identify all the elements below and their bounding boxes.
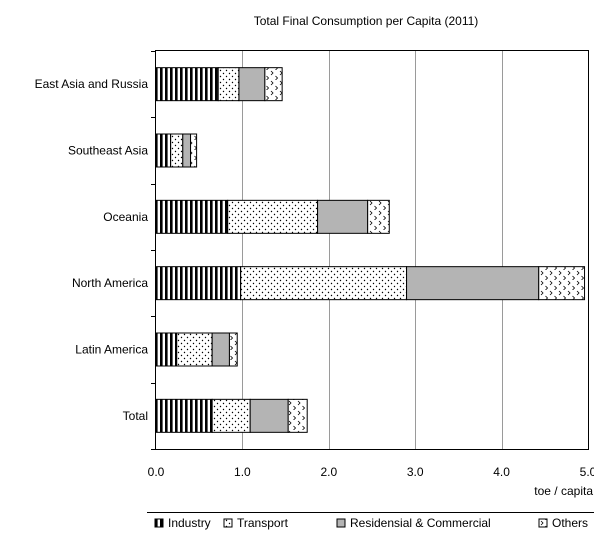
- bar-segment-residensial-commercial: [406, 266, 540, 301]
- y-tick-label: Total: [123, 409, 148, 423]
- bar-segment-industry: [155, 398, 213, 433]
- y-tick-label: Latin America: [75, 343, 148, 357]
- bar-segment-others: [228, 332, 238, 367]
- bar-segment-residensial-commercial: [238, 67, 266, 102]
- y-tick-label: East Asia and Russia: [35, 77, 149, 91]
- y-axis-labels: East Asia and Russia Southeast Asia Oceani…: [35, 77, 149, 423]
- bar-segment-transport: [240, 266, 408, 301]
- legend-label: Others: [552, 516, 588, 530]
- bar-segment-others: [264, 67, 283, 102]
- bar-segment-transport: [211, 398, 251, 433]
- legend-label: Industry: [168, 516, 211, 530]
- bar-segment-transport: [217, 67, 240, 102]
- bar-segment-residensial-commercial: [249, 398, 289, 433]
- bar-segment-industry: [155, 133, 172, 168]
- bar-segment-others: [538, 266, 586, 301]
- bar-segment-industry: [155, 266, 242, 301]
- legend: Industry Transport Residensial & Commercia…: [147, 512, 594, 530]
- plot-frame: [155, 50, 589, 450]
- x-tick-label: 5.0: [580, 465, 594, 479]
- bar-segment-industry: [155, 332, 178, 367]
- y-tick-label: Oceania: [103, 210, 148, 224]
- bars: [155, 67, 586, 433]
- x-tick-label: 4.0: [493, 465, 510, 479]
- x-axis-labels: 0.0 1.0 2.0 3.0 4.0 5.0: [148, 465, 594, 479]
- bar-segment-industry: [155, 67, 219, 102]
- legend-swatch: [154, 518, 164, 528]
- chart-title: Total Final Consumption per Capita (2011…: [254, 14, 479, 28]
- bar-segment-others: [367, 199, 390, 234]
- bar-segment-transport: [176, 332, 213, 367]
- bar-segment-others: [190, 133, 198, 168]
- legend-swatch: [336, 518, 346, 528]
- bar-segment-residensial-commercial: [211, 332, 230, 367]
- x-tick-label: 1.0: [234, 465, 251, 479]
- legend-swatch: [223, 518, 233, 528]
- legend-label: Transport: [237, 516, 289, 530]
- bar-segment-residensial-commercial: [182, 133, 192, 168]
- legend-swatch: [538, 518, 548, 528]
- y-axis-ticks: [151, 51, 156, 450]
- x-tick-label: 0.0: [148, 465, 165, 479]
- x-axis-label: toe / capita: [534, 484, 593, 498]
- bar-segment-transport: [227, 199, 319, 234]
- gridlines: [242, 51, 503, 449]
- bar-segment-transport: [170, 133, 184, 168]
- bar-segment-industry: [155, 199, 229, 234]
- y-tick-label: Southeast Asia: [68, 144, 148, 158]
- legend-label: Residensial & Commercial: [350, 516, 491, 530]
- bar-segment-others: [287, 398, 308, 433]
- bar-segment-residensial-commercial: [317, 199, 369, 234]
- y-tick-label: North America: [72, 276, 148, 290]
- x-tick-label: 3.0: [407, 465, 424, 479]
- x-tick-label: 2.0: [320, 465, 337, 479]
